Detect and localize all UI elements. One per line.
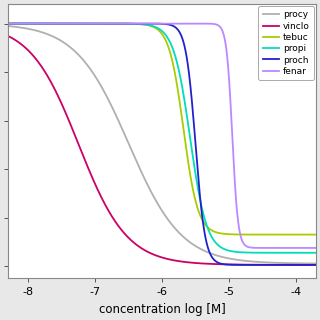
proch [314,263,318,267]
Legend: procy, vinclo, tebuc, propi, proch, fenar: procy, vinclo, tebuc, propi, proch, fena… [258,6,314,80]
procy [6,24,10,28]
propi [42,22,45,26]
proch [138,22,141,26]
tebuc [60,22,64,26]
procy [60,39,64,43]
procy [275,261,279,265]
tebuc [124,22,128,26]
vinclo [42,68,45,71]
proch [308,263,312,267]
fenar [314,246,318,250]
vinclo [6,34,10,38]
propi [308,251,312,255]
proch [6,22,10,26]
Line: proch: proch [8,24,316,265]
tebuc [6,22,10,26]
fenar [6,22,10,26]
X-axis label: concentration log [M]: concentration log [M] [99,303,226,316]
fenar [275,246,279,250]
procy [124,136,128,140]
propi [275,251,279,255]
fenar [60,22,64,26]
proch [124,22,128,26]
proch [60,22,64,26]
tebuc [138,22,141,26]
procy [308,261,312,265]
proch [42,22,45,26]
fenar [42,22,45,26]
Line: propi: propi [8,24,316,253]
fenar [138,22,141,26]
tebuc [308,233,312,236]
vinclo [124,234,128,237]
tebuc [42,22,45,26]
procy [138,166,141,170]
vinclo [138,245,141,249]
fenar [308,246,312,250]
Line: vinclo: vinclo [8,36,316,265]
vinclo [60,102,64,106]
fenar [124,22,128,26]
vinclo [308,263,312,267]
Line: procy: procy [8,26,316,263]
procy [314,261,318,265]
propi [124,22,128,26]
proch [275,263,279,267]
propi [60,22,64,26]
propi [314,251,318,255]
tebuc [314,233,318,236]
propi [6,22,10,26]
Line: fenar: fenar [8,24,316,248]
tebuc [275,233,279,236]
vinclo [275,263,279,267]
Line: tebuc: tebuc [8,24,316,235]
propi [138,22,141,26]
vinclo [314,263,318,267]
procy [42,31,45,35]
